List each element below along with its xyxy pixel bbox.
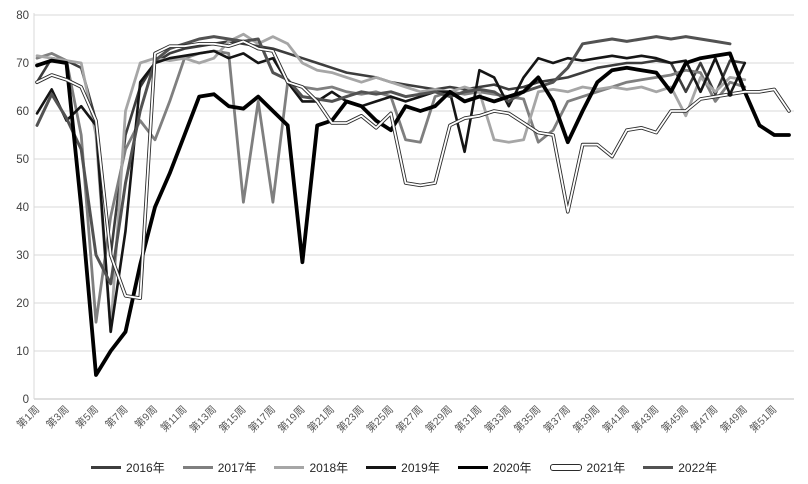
x-tick: 第29周 — [423, 403, 455, 435]
series-line-2021年 — [36, 40, 790, 300]
legend-swatch-icon — [91, 466, 122, 469]
y-tick-label: 10 — [16, 346, 29, 358]
legend-item-2022年: 2022年 — [643, 459, 717, 476]
x-tick-label: 第51周 — [747, 403, 779, 435]
y-tick-label: 50 — [16, 154, 29, 166]
x-tick-label: 第35周 — [511, 403, 543, 435]
x-tick: 第1周 — [14, 403, 42, 431]
x-tick-label: 第25周 — [364, 403, 396, 435]
y-tick-label: 30 — [16, 250, 29, 262]
x-tick-label: 第45周 — [659, 403, 691, 435]
x-tick: 第47周 — [688, 403, 720, 435]
x-tick: 第13周 — [187, 403, 219, 435]
legend-swatch-icon — [643, 466, 674, 469]
y-tick-label: 70 — [16, 58, 29, 70]
y-tick-label: 60 — [16, 106, 29, 118]
x-tick: 第37周 — [541, 403, 573, 435]
x-tick: 第31周 — [452, 403, 484, 435]
legend-label: 2017年 — [217, 461, 257, 475]
x-tick: 第39周 — [570, 403, 602, 435]
x-tick-label: 第5周 — [73, 403, 101, 431]
x-tick-label: 第37周 — [541, 403, 573, 435]
x-tick-label: 第3周 — [43, 403, 71, 431]
x-tick: 第35周 — [511, 403, 543, 435]
legend-swatch-icon — [366, 466, 397, 469]
chart-legend: 2016年 2017年 2018年 2019年 2020年 2021年 2022年 — [0, 459, 808, 476]
legend-item-2019年: 2019年 — [366, 459, 440, 476]
legend-label: 2022年 — [678, 461, 717, 475]
legend-label: 2016年 — [126, 461, 165, 475]
legend-label: 2021年 — [586, 461, 626, 475]
x-tick: 第51周 — [747, 403, 779, 435]
x-tick: 第25周 — [364, 403, 396, 435]
legend-swatch-icon — [457, 465, 488, 470]
x-tick: 第21周 — [305, 403, 337, 435]
legend-label: 2018年 — [309, 461, 349, 475]
x-tick: 第15周 — [216, 403, 248, 435]
x-tick: 第41周 — [600, 403, 632, 435]
legend-item-2016年: 2016年 — [91, 459, 165, 476]
y-tick-label: 0 — [23, 394, 29, 406]
x-tick-label: 第11周 — [158, 403, 190, 435]
legend-label: 2020年 — [492, 461, 532, 475]
x-tick: 第43周 — [629, 403, 661, 435]
x-tick-label: 第43周 — [629, 403, 661, 435]
x-tick-label: 第7周 — [102, 403, 130, 431]
legend-swatch-icon — [549, 464, 582, 471]
x-tick: 第11周 — [158, 403, 190, 435]
series-line-2020年 — [35, 51, 791, 377]
x-tick-label: 第41周 — [600, 403, 632, 435]
x-tick-label: 第9周 — [132, 403, 160, 431]
x-tick: 第45周 — [659, 403, 691, 435]
series-line-2022年 — [35, 35, 732, 286]
x-tick: 第3周 — [43, 403, 71, 431]
legend-item-2017年: 2017年 — [182, 459, 257, 476]
x-tick: 第5周 — [73, 403, 101, 431]
x-tick: 第49周 — [718, 403, 750, 435]
legend-label: 2019年 — [401, 461, 440, 475]
x-tick-label: 第49周 — [718, 403, 750, 435]
x-tick-label: 第27周 — [393, 403, 425, 435]
legend-swatch-icon — [274, 466, 305, 469]
x-tick-label: 第39周 — [570, 403, 602, 435]
x-tick: 第7周 — [102, 403, 130, 431]
legend-item-2021年: 2021年 — [549, 459, 626, 476]
x-tick-label: 第33周 — [482, 403, 514, 435]
x-tick-label: 第19周 — [275, 403, 307, 435]
x-tick: 第27周 — [393, 403, 425, 435]
x-tick: 第9周 — [132, 403, 160, 431]
x-tick-label: 第47周 — [688, 403, 720, 435]
y-tick-label: 80 — [16, 10, 29, 22]
point-marker — [727, 91, 733, 97]
x-tick: 第19周 — [275, 403, 307, 435]
x-tick-label: 第23周 — [334, 403, 366, 435]
legend-swatch-icon — [182, 466, 213, 469]
x-tick-label: 第21周 — [305, 403, 337, 435]
x-tick: 第23周 — [334, 403, 366, 435]
legend-item-2018年: 2018年 — [274, 459, 348, 476]
legend-item-2020年: 2020年 — [457, 459, 532, 476]
y-tick-label: 20 — [16, 298, 29, 310]
x-tick: 第17周 — [246, 403, 278, 435]
chart-plot-area: 0 10 20 30 40 50 60 70 80 第1周 第3周 第5周 第7周 第9周第11周第13周… — [14, 10, 794, 435]
x-tick: 第33周 — [482, 403, 514, 435]
x-tick-label: 第1周 — [14, 403, 42, 431]
x-tick-label: 第17周 — [246, 403, 278, 435]
x-tick-label: 第31周 — [452, 403, 484, 435]
x-tick-label: 第15周 — [216, 403, 248, 435]
y-tick-label: 40 — [16, 202, 29, 214]
x-tick-label: 第29周 — [423, 403, 455, 435]
x-tick-label: 第13周 — [187, 403, 219, 435]
